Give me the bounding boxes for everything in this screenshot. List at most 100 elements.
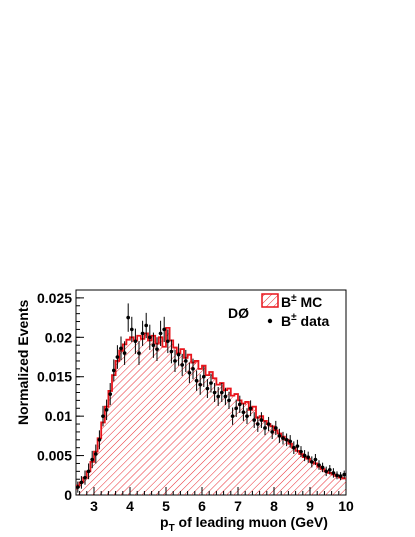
data-marker [281,436,285,441]
data-marker [284,438,289,442]
data-point [90,450,94,469]
data-marker [176,352,181,357]
data-point [306,451,311,463]
data-point [328,465,332,475]
x-tick-label: 3 [90,498,98,514]
data-point [313,454,318,466]
data-marker [202,374,206,379]
data-marker [220,390,224,395]
data-point [155,337,159,361]
data-point [302,450,307,462]
data-point [241,403,246,421]
data-marker [198,382,202,387]
y-tick-label: 0.015 [37,369,72,385]
x-axis: 3 4 5 6 7 8 9 10 [79,487,354,514]
data-marker [130,327,134,332]
data-point [342,470,347,479]
data-point [133,328,138,354]
data-point [324,466,329,477]
data-point [266,416,271,432]
data-marker [94,452,98,456]
data-point [191,358,195,380]
data-point [112,359,116,382]
data-point [277,428,282,443]
x-tick-label: 9 [306,498,314,514]
data-marker [205,386,210,391]
data-point [299,446,303,458]
data-marker [184,359,188,363]
data-point [130,316,134,343]
x-tick-label: 5 [162,498,170,514]
data-marker [266,422,271,426]
data-point [104,399,109,421]
data-marker [245,414,249,418]
data-point [288,435,293,448]
data-marker [180,363,184,367]
data-marker [216,394,220,399]
data-point [205,379,210,399]
data-point [198,374,202,395]
legend: B± MC B± data [261,293,330,329]
data-point [126,303,130,332]
data-marker [234,406,238,411]
data-point [144,312,148,339]
data-marker [277,434,282,438]
data-marker [248,406,253,411]
data-marker [274,426,278,430]
data-marker [328,467,332,472]
data-marker [335,473,339,478]
data-point [320,462,325,473]
data-point [292,441,296,454]
data-marker [126,315,130,320]
data-point [310,456,314,468]
data-marker [169,349,174,354]
data-marker [104,408,109,412]
data-point [162,316,166,343]
data-point [281,431,285,445]
mc-outline [76,326,346,487]
data-marker [194,378,199,383]
data-point [97,430,102,450]
data-point [331,468,336,478]
data-marker [86,469,91,474]
data-point [79,476,84,489]
data-point [335,471,339,480]
data-marker [148,335,152,340]
data-point [140,320,145,346]
data-point [83,470,87,485]
data-marker [295,444,300,448]
data-point [338,472,343,481]
data-point [263,420,267,436]
data-point [252,412,256,428]
data-marker [324,469,329,474]
y-axis-title: Normalized Events [15,300,31,425]
data-point [148,324,152,350]
data-marker [255,422,260,426]
data-point [227,391,231,410]
data-marker [122,351,127,355]
data-points [76,303,347,493]
data-point [187,362,192,384]
data-point [176,343,181,366]
data-point [122,341,127,365]
x-axis-title: pT of leading muon (GeV) [160,514,328,534]
data-point [223,387,228,406]
legend-mc-label: B± MC [281,293,322,310]
data-point [180,353,184,376]
data-marker [259,418,264,422]
mc-histogram [76,326,346,495]
data-point [166,329,170,354]
data-point [115,345,120,369]
data-point [108,383,112,406]
data-point [295,439,300,453]
data-marker [338,474,343,478]
data-marker [101,414,105,418]
legend-data-marker [267,318,273,324]
data-point [255,416,260,432]
y-tick-label: 0.005 [37,448,72,464]
data-marker [292,445,296,450]
experiment-label: DØ [228,305,249,321]
data-marker [155,347,159,351]
data-marker [166,339,170,344]
y-tick-label: 0.02 [45,329,72,345]
